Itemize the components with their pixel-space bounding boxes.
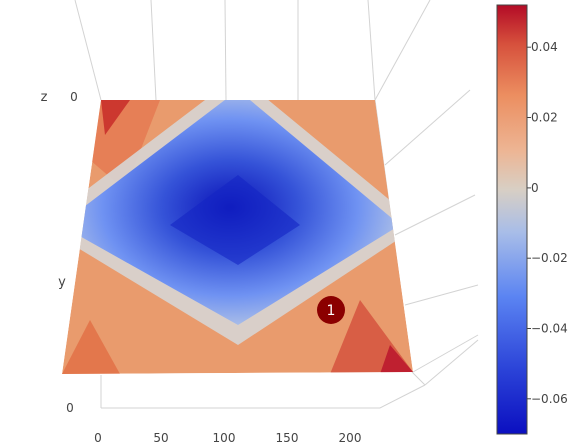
x-tick-2: 100 xyxy=(213,431,236,445)
z-tick-0: 0 xyxy=(70,90,78,104)
colorbar-tick-label-1: 0.02 xyxy=(531,111,558,125)
colorbar: 0.04 0.02 0 −0.02 −0.04 −0.06 xyxy=(496,4,568,435)
colorbar-tick-label-2: 0 xyxy=(531,181,539,195)
x-tick-4: 200 xyxy=(339,431,362,445)
surface-corner-bottom-right-peak xyxy=(380,345,413,374)
surface xyxy=(62,100,413,374)
colorbar-strip xyxy=(496,4,528,435)
surface-corner-bottom-left xyxy=(62,320,120,374)
colorbar-tick-label-3: −0.02 xyxy=(531,251,568,265)
z-axis-title: z xyxy=(41,90,48,105)
colorbar-tick-label-0: 0.04 xyxy=(531,40,558,54)
surface-corner-top-left-peak xyxy=(101,100,130,135)
x-tick-0: 0 xyxy=(94,431,102,445)
x-tick-3: 150 xyxy=(276,431,299,445)
x-tick-1: 50 xyxy=(153,431,168,445)
colorbar-ticks: 0.04 0.02 0 −0.02 −0.04 −0.06 xyxy=(527,40,568,406)
x-axis-ticks: 0 50 100 150 200 xyxy=(94,431,361,445)
y-axis-title: y xyxy=(58,275,66,290)
colorbar-tick-label-4: −0.04 xyxy=(531,322,568,336)
marker-label: 1 xyxy=(327,303,336,319)
annotation-marker-1[interactable]: 1 xyxy=(317,296,345,324)
colorbar-tick-label-5: −0.06 xyxy=(531,392,568,406)
y-tick-0: 0 xyxy=(66,401,74,415)
marker-circle[interactable] xyxy=(317,296,345,324)
surface-center-min xyxy=(170,175,300,265)
